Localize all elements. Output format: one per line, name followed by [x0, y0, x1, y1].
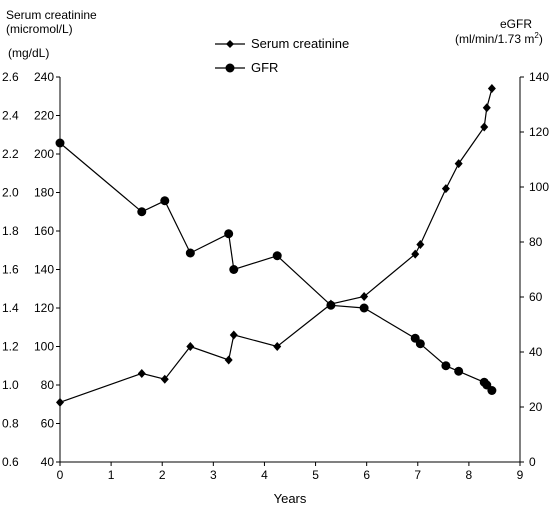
y-left-title-line2: (micromol/L) [6, 22, 73, 36]
creatinine-point [487, 84, 496, 94]
creatinine-series-line [59, 88, 493, 403]
y-right-title-main: (ml/min/1.73 m [455, 32, 534, 46]
gfr-point [229, 265, 239, 274]
y-left-mgdl-tick-label: 2.4 [2, 109, 19, 123]
gfr-point [224, 229, 234, 239]
x-tick-label: 9 [517, 468, 524, 482]
legend-gfr-marker [225, 63, 235, 73]
y-left-unit-alt: (mg/dL) [8, 46, 49, 60]
y-right-tick-label: 20 [529, 400, 543, 414]
gfr-point [160, 196, 170, 206]
creatinine-point [229, 330, 238, 340]
y-left-mgdl-tick-label: 1.2 [2, 340, 19, 354]
creatinine-point [480, 122, 489, 132]
y-left-tick-label: 120 [34, 301, 54, 315]
gfr-series-line [59, 142, 493, 391]
x-tick-label: 6 [363, 468, 370, 482]
y-left-mgdl-tick-label: 2.2 [2, 147, 19, 161]
y-left-tick-label: 60 [41, 417, 55, 431]
y-left-tick-label: 220 [34, 109, 54, 123]
y-left-mgdl-tick-label: 2.6 [2, 70, 19, 84]
y-right-tick-label: 140 [529, 70, 549, 84]
legend-creatinine-marker [226, 40, 234, 48]
creatinine-point [160, 374, 169, 384]
x-tick-label: 5 [312, 468, 319, 482]
creatinine-point [224, 355, 233, 365]
creatinine-point [441, 184, 450, 194]
x-tick-label: 3 [210, 468, 217, 482]
y-right-title-close: ) [539, 32, 543, 46]
y-left-tick-label: 180 [34, 186, 54, 200]
y-left-mgdl-tick-label: 0.8 [2, 417, 19, 431]
y-right-title-line2: (ml/min/1.73 m2) [455, 31, 543, 46]
series-markers [55, 84, 497, 407]
x-tick-label: 7 [414, 468, 421, 482]
gfr-point [454, 366, 464, 376]
creatinine-point [56, 397, 64, 407]
y-right-tick-label: 120 [529, 125, 549, 139]
x-axis-title: Years [274, 491, 307, 506]
axes [59, 77, 521, 463]
y-left-mgdl-tick-label: 1.6 [2, 263, 19, 277]
y-left-mgdl-tick-label: 0.6 [2, 455, 19, 469]
y-left-tick-label: 200 [34, 147, 54, 161]
y-left-title-line1: Serum creatinine [6, 8, 97, 22]
creatinine-point [416, 239, 425, 249]
y-left-tick-label: 80 [41, 378, 55, 392]
x-tick-label: 2 [159, 468, 166, 482]
creatinine-point [482, 103, 491, 113]
y-left-mgdl-tick-label: 1.0 [2, 378, 19, 392]
y-left-tick-label: 160 [34, 224, 54, 238]
creatinine-point [186, 342, 195, 351]
y-left-mgdl-tick-label: 1.4 [2, 301, 19, 315]
x-tick-label: 1 [108, 468, 115, 482]
legend-label-gfr: GFR [251, 60, 278, 75]
ticks: 0 1 2 3 4 5 6 7 8 9 40 0.6 60 0.8 80 1.0 100 1.2 120 1.4 140… [2, 70, 549, 482]
gfr-point [415, 339, 425, 349]
y-left-tick-label: 140 [34, 263, 54, 277]
y-right-tick-label: 100 [529, 180, 549, 194]
gfr-point [441, 361, 451, 371]
gfr-point [137, 207, 147, 217]
y-left-tick-label: 240 [34, 70, 54, 84]
x-tick-label: 0 [57, 468, 64, 482]
x-tick-label: 8 [466, 468, 473, 482]
y-right-tick-label: 80 [529, 235, 543, 249]
y-right-tick-label: 40 [529, 345, 543, 359]
gfr-point [185, 248, 195, 258]
creatinine-point [273, 342, 282, 351]
y-left-tick-label: 40 [41, 455, 55, 469]
gfr-point [359, 303, 369, 313]
x-tick-label: 4 [261, 468, 268, 482]
gfr-point [272, 251, 282, 261]
legend: Serum creatinine GFR [215, 36, 349, 75]
y-left-mgdl-tick-label: 1.8 [2, 224, 19, 238]
y-left-mgdl-tick-label: 2.0 [2, 186, 19, 200]
creatinine-point [360, 291, 369, 301]
series-lines [59, 88, 493, 403]
gfr-point [487, 386, 497, 395]
gfr-point [55, 138, 65, 148]
y-right-title-sup: 2 [534, 31, 539, 40]
creatinine-point [411, 249, 420, 259]
y-right-tick-label: 0 [529, 455, 536, 469]
creatinine-point [137, 368, 146, 378]
legend-label-creatinine: Serum creatinine [251, 36, 349, 51]
creatinine-point [454, 159, 463, 169]
y-left-tick-label: 100 [34, 340, 54, 354]
y-right-tick-label: 60 [529, 290, 543, 304]
y-right-title-line1: eGFR [500, 17, 532, 31]
gfr-point [326, 300, 336, 310]
